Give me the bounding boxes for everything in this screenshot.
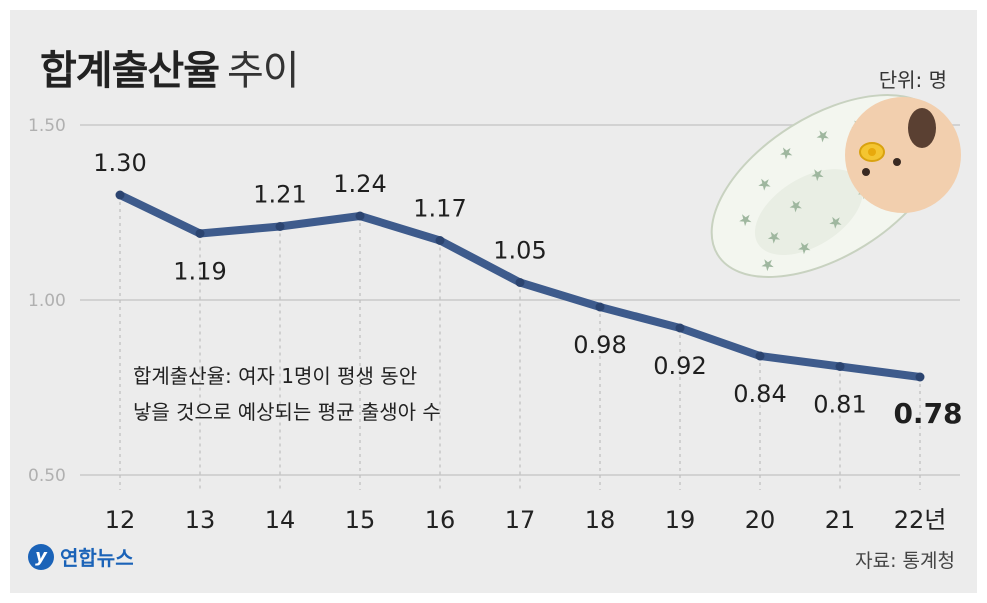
chart-title-main: 합계출산율: [40, 48, 220, 94]
annotation-line-1: 합계출산율: 여자 1명이 평생 동안: [133, 364, 418, 388]
data-label: 1.30: [93, 149, 146, 177]
yonhap-logo: y 연합뉴스: [28, 542, 134, 571]
x-tick-label: 20: [745, 506, 776, 534]
x-tick-label: 15: [345, 506, 376, 534]
data-label: 0.98: [573, 331, 626, 359]
data-label: 0.78: [893, 397, 962, 430]
data-label: 1.21: [253, 181, 306, 209]
x-axis-ticks: 12 13 14 15 16 17 18 19 20 21 22년: [105, 506, 947, 534]
data-point: [755, 351, 765, 361]
source-label: 자료: 통계청: [855, 550, 955, 572]
x-tick-label: 19: [665, 506, 696, 534]
logo-mark-icon: y: [28, 543, 54, 570]
x-tick-label: 17: [505, 506, 536, 534]
vertical-guides: [119, 195, 921, 490]
x-tick-label: 16: [425, 506, 456, 534]
data-point: [515, 278, 525, 287]
annotation-line-2: 낳을 것으로 예상되는 평균 출생아 수: [133, 400, 441, 424]
data-label: 1.24: [333, 170, 386, 198]
data-point: [275, 222, 285, 231]
x-tick-label: 18: [585, 506, 616, 534]
chart-panel: 합계출산율 추이 단위: 명: [10, 10, 977, 593]
data-label: 0.92: [653, 352, 706, 380]
logo-text: 연합뉴스: [60, 546, 134, 570]
x-tick-label: 14: [265, 506, 296, 534]
x-tick-label: 22년: [894, 506, 947, 534]
data-label: 0.81: [813, 391, 866, 419]
data-point: [435, 236, 445, 245]
data-points: [115, 190, 925, 382]
data-point: [115, 190, 125, 200]
y-tick-label: 1.00: [28, 291, 66, 311]
y-axis-ticks: 1.50 1.00 0.50: [28, 116, 66, 486]
chart-title: 합계출산율 추이: [40, 38, 300, 96]
data-label: 1.05: [493, 237, 546, 265]
data-point: [355, 211, 365, 221]
annotation: 합계출산율: 여자 1명이 평생 동안 낳을 것으로 예상되는 평균 출생아 수: [133, 358, 441, 430]
data-point: [195, 229, 205, 238]
x-tick-label: 13: [185, 506, 216, 534]
x-tick-label: 12: [105, 506, 136, 534]
data-label: 1.19: [173, 258, 226, 286]
data-point: [595, 302, 605, 312]
data-point: [835, 362, 845, 371]
unit-label: 단위: 명: [878, 68, 947, 92]
chart-title-sub: 추이: [227, 48, 300, 94]
data-labels: 1.30 1.19 1.21 1.24 1.17 1.05 0.98 0.92 0.84 0.81…: [93, 149, 962, 430]
y-tick-label: 1.50: [28, 116, 66, 136]
baby-illustration: ★ ★ ★ ★ ★ ★ ★ ★ ★ ★ ★ ★ ★ ★ ★ ★: [710, 94, 961, 278]
data-label: 1.17: [413, 195, 466, 223]
y-tick-label: 0.50: [28, 466, 66, 486]
x-tick-label: 21: [825, 506, 856, 534]
data-point: [915, 372, 925, 382]
data-label: 0.84: [733, 380, 786, 408]
data-point: [675, 323, 685, 333]
